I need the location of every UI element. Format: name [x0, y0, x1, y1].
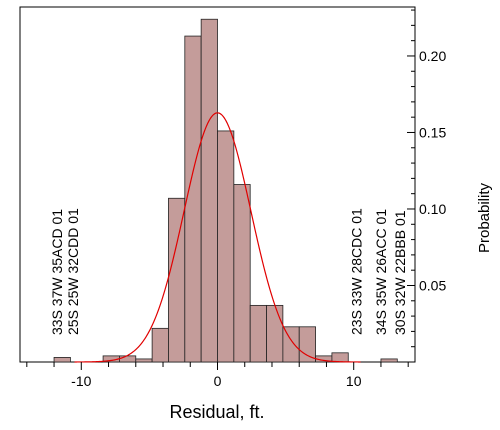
y-axis-title: Probability: [476, 182, 493, 253]
x-tick-label: 10: [346, 373, 362, 389]
histogram-bar-4: [151, 327, 169, 363]
annotations-group: 33S 37W 35ACD 01 25S 25W 32CDD 01 23S 33W …: [49, 208, 408, 335]
normal-fit-curve: [74, 112, 361, 363]
x-tick-label: 0: [214, 373, 222, 389]
histogram-bar-11: [266, 304, 284, 363]
histogram-bar-0: [53, 357, 71, 363]
histogram-bar-16: [380, 358, 398, 363]
y-tick-label: 0.05: [419, 277, 446, 293]
histogram-bar-7: [200, 18, 218, 363]
outlier-annotation: 30S 32W 22BBB 01: [392, 210, 408, 335]
y-tick-label: 0.10: [419, 201, 446, 217]
histogram-bar-9: [233, 184, 251, 363]
histogram-bar-12: [282, 326, 300, 363]
histogram-bar-15: [331, 352, 349, 363]
histogram-bar-3: [135, 358, 153, 363]
histogram-bar-2: [119, 355, 137, 363]
histogram-bar-13: [298, 326, 316, 363]
x-tick-label: -10: [71, 373, 91, 389]
bars-group: [53, 18, 398, 363]
histogram-bar-8: [217, 130, 235, 363]
x-axis-title: Residual, ft.: [169, 402, 264, 422]
x-axis-ticks: -10 0 10: [26, 362, 409, 389]
histogram-bar-5: [168, 197, 186, 363]
y-axis-ticks: 0.05 0.10 0.15 0.20: [407, 9, 446, 348]
outlier-annotation: 23S 33W 28CDC 01: [348, 208, 364, 335]
histogram-bar-10: [249, 304, 267, 363]
outlier-annotation: 34S 35W 26ACC 01: [373, 209, 389, 335]
y-tick-label: 0.20: [419, 48, 446, 64]
y-tick-label: 0.15: [419, 124, 446, 140]
outlier-annotation: 25S 25W 32CDD 01: [65, 208, 81, 335]
outlier-annotation: 33S 37W 35ACD 01: [49, 209, 65, 335]
